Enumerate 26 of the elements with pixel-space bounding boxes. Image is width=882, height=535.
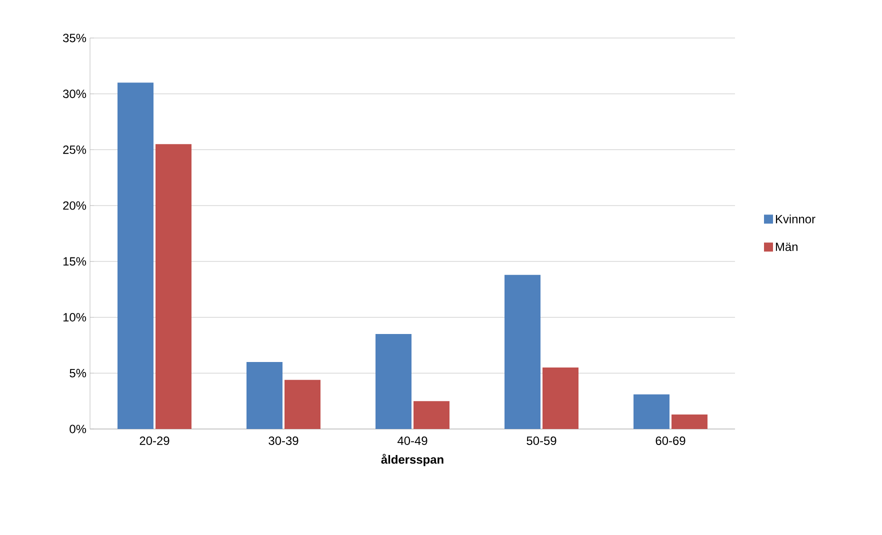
x-tick-label: 60-69 <box>656 436 686 445</box>
bar <box>542 368 578 429</box>
y-tick-label: 0% <box>70 424 86 434</box>
y-tick-label: 10% <box>63 313 86 322</box>
bar <box>246 362 283 429</box>
bar <box>672 414 708 429</box>
bar <box>414 401 450 429</box>
y-tick-label: 30% <box>63 90 86 98</box>
x-tick-label: 50-59 <box>526 436 556 445</box>
y-tick-label: 5% <box>70 368 86 378</box>
x-tick-label: 20-29 <box>140 436 170 445</box>
y-tick-label: 15% <box>63 257 86 266</box>
y-tick-label: 35% <box>63 34 86 42</box>
x-tick-label: 40-49 <box>397 436 428 445</box>
y-tick-label: 25% <box>63 145 86 154</box>
y-tick-label: 20% <box>63 201 86 210</box>
bar <box>155 144 192 429</box>
x-axis-title: åldersspan <box>381 454 444 466</box>
x-tick-label: 30-39 <box>268 436 298 445</box>
legend-label: Män <box>776 242 798 252</box>
bar <box>504 274 541 429</box>
bar <box>634 394 670 429</box>
bar <box>376 334 412 429</box>
legend-label: Kvinnor <box>776 214 816 224</box>
bar <box>118 82 154 429</box>
bar <box>284 380 320 429</box>
